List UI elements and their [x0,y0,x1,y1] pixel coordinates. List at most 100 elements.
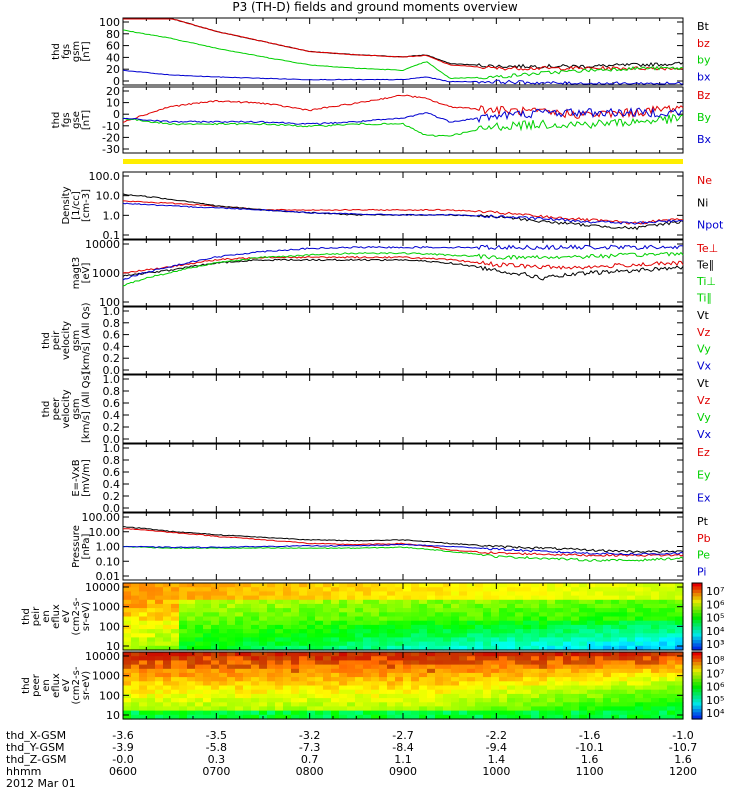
y-tick-label: 1.0 [103,209,121,222]
colorbar-tick-label: 10³ [706,638,724,651]
panel-peir_spec: 10⁷10⁶10⁵10⁴10³10000100010010 [85,581,725,653]
axis-row-value: 0900 [389,765,417,778]
colorbar-tick-label: 10⁸ [706,654,725,667]
panel-peer_vel: 1.00.80.60.40.20.0VtVzVyVx [103,373,712,446]
panel-temp: 10000 1000 100 Te⊥ Te∥ Ti⊥ Ti∥ [85,238,718,309]
colorbar-tick-label: 10⁶ [706,681,725,694]
y-axis-title: thd peer en eflux eV (cm2-s-sr-eV) [22,652,92,719]
panel-frame [123,444,683,512]
y-tick-label: 100.0 [89,170,121,183]
y-tick-label: 100 [99,620,120,633]
colorbar-tick-label: 10⁴ [706,625,725,638]
y-axis-title-line: [eV] [82,240,92,306]
legend-item: Pi [697,565,706,578]
y-tick-label: -30 [102,143,120,156]
series-Ni [123,194,683,230]
axis-row-label: 2012 Mar 01 [6,777,76,790]
legend-item: Vx [697,359,712,372]
colorbar-peer_spec: 10⁸10⁷10⁶10⁵10⁴ [692,652,725,720]
legend-item: Vx [697,428,712,441]
overview-plot: 100806040200Btbzbybx20100-10-20-30BzByBx… [0,0,750,800]
y-axis-title: thd peir velocity gsm [km/s] (All Qs) [42,307,92,374]
colorbar-peir_spec: 10⁷10⁶10⁵10⁴10³ [692,583,725,651]
legend-item: Bx [697,133,712,146]
y-axis-title: thd fgs gsm [nT] [52,18,92,85]
y-tick-label: 10.00 [89,526,121,539]
y-tick-label: 100 [99,689,120,702]
axis-row-value: 1100 [576,765,604,778]
y-axis-title-line: [nPa] [82,513,92,580]
legend-item: by [697,54,711,67]
y-axis-title: thd peir en eflux eV (cm2-s-sr-eV) [22,583,92,650]
legend-item: Ey [697,469,711,482]
legend-item: Vz [697,394,711,407]
y-axis-title: magt3 [eV] [72,240,92,306]
panel-frame [123,307,683,374]
y-axis-title: Pressure [nPa] [72,513,92,580]
axis-row-value: 1000 [482,765,510,778]
y-axis-title-line: [cm-3] [82,172,92,239]
legend-item: Te⊥ [696,242,718,255]
legend-item: bx [697,70,711,83]
legend-item: Vy [697,343,711,356]
legend-item: Ex [697,491,711,504]
legend-item: Bt [697,20,710,33]
legend-item: Bz [697,89,711,102]
legend-item: By [697,111,712,124]
colorbar-tick-label: 10⁶ [706,598,725,611]
series-Te∥ [123,259,683,280]
colorbar-tick-label: 10⁷ [706,585,724,598]
colorbar-tick-label: 10⁷ [706,667,724,680]
panel-frame [123,375,683,443]
y-axis-title-line: [nT] [82,87,92,153]
spectrogram-peir_spec [123,583,684,651]
legend-item: Vt [697,377,710,390]
legend-item: Vt [697,309,710,322]
colorbar-tick-label: 10⁵ [706,694,724,707]
y-axis-title-line: [nT] [82,18,92,85]
legend-item: Ni [697,196,708,209]
data-gap-strip [123,159,683,164]
spectrogram-peer_spec [123,652,684,720]
legend-item: Vz [697,326,711,339]
panel-peir_vel: 1.00.80.60.40.20.0 Vt Vz Vy Vx [103,305,712,377]
y-tick-label: 1.00 [96,541,121,554]
y-axis-title-line: sr-eV) [82,652,92,719]
legend-item: Pe [697,549,710,562]
legend-item: Ez [697,446,710,459]
panel-efield: 1.00.80.60.40.20.0EzEyEx [103,442,711,515]
panel-pressure: 100.0010.001.000.100.01PtPbPePi [82,511,711,583]
axis-row-value: 0800 [296,765,324,778]
y-axis-title-line: [mV/m] [82,444,92,512]
y-axis-title: thd peer velocity gsm [km/s] (All Qs) [42,375,92,443]
y-tick-label: 1000 [92,670,120,683]
series-Pb [123,529,683,557]
y-axis-title-line: [km/s] (All Qs) [82,375,92,443]
panel-frame [123,513,683,580]
y-axis-title-line: [km/s] (All Qs) [82,307,92,374]
legend-item: Ne [697,174,712,187]
series-by [123,30,683,79]
legend-item: Pb [697,532,711,545]
y-tick-label: 1000 [92,601,120,614]
panel-density: 100.0 10.0 1.0 0.1 Ne Ni Npot [89,170,724,242]
legend-item: Npot [697,219,724,232]
legend-item: Te∥ [696,259,714,272]
axis-row-value: 0700 [202,765,230,778]
legend-item: bz [697,37,710,50]
y-tick-label: 1000 [92,267,120,280]
y-axis-title: thd fgs gse [nT] [52,87,92,153]
y-tick-label: 10 [106,709,120,722]
series-Bt [123,19,683,68]
legend-item: Ti⊥ [696,275,716,288]
legend-item: Pt [697,515,709,528]
y-tick-label: 10.0 [96,190,121,203]
y-axis-title: Density [1/cc] [cm-3] [62,172,92,239]
y-tick-label: 0.10 [96,555,121,568]
legend-item: Vy [697,411,711,424]
series-bz [123,19,683,70]
